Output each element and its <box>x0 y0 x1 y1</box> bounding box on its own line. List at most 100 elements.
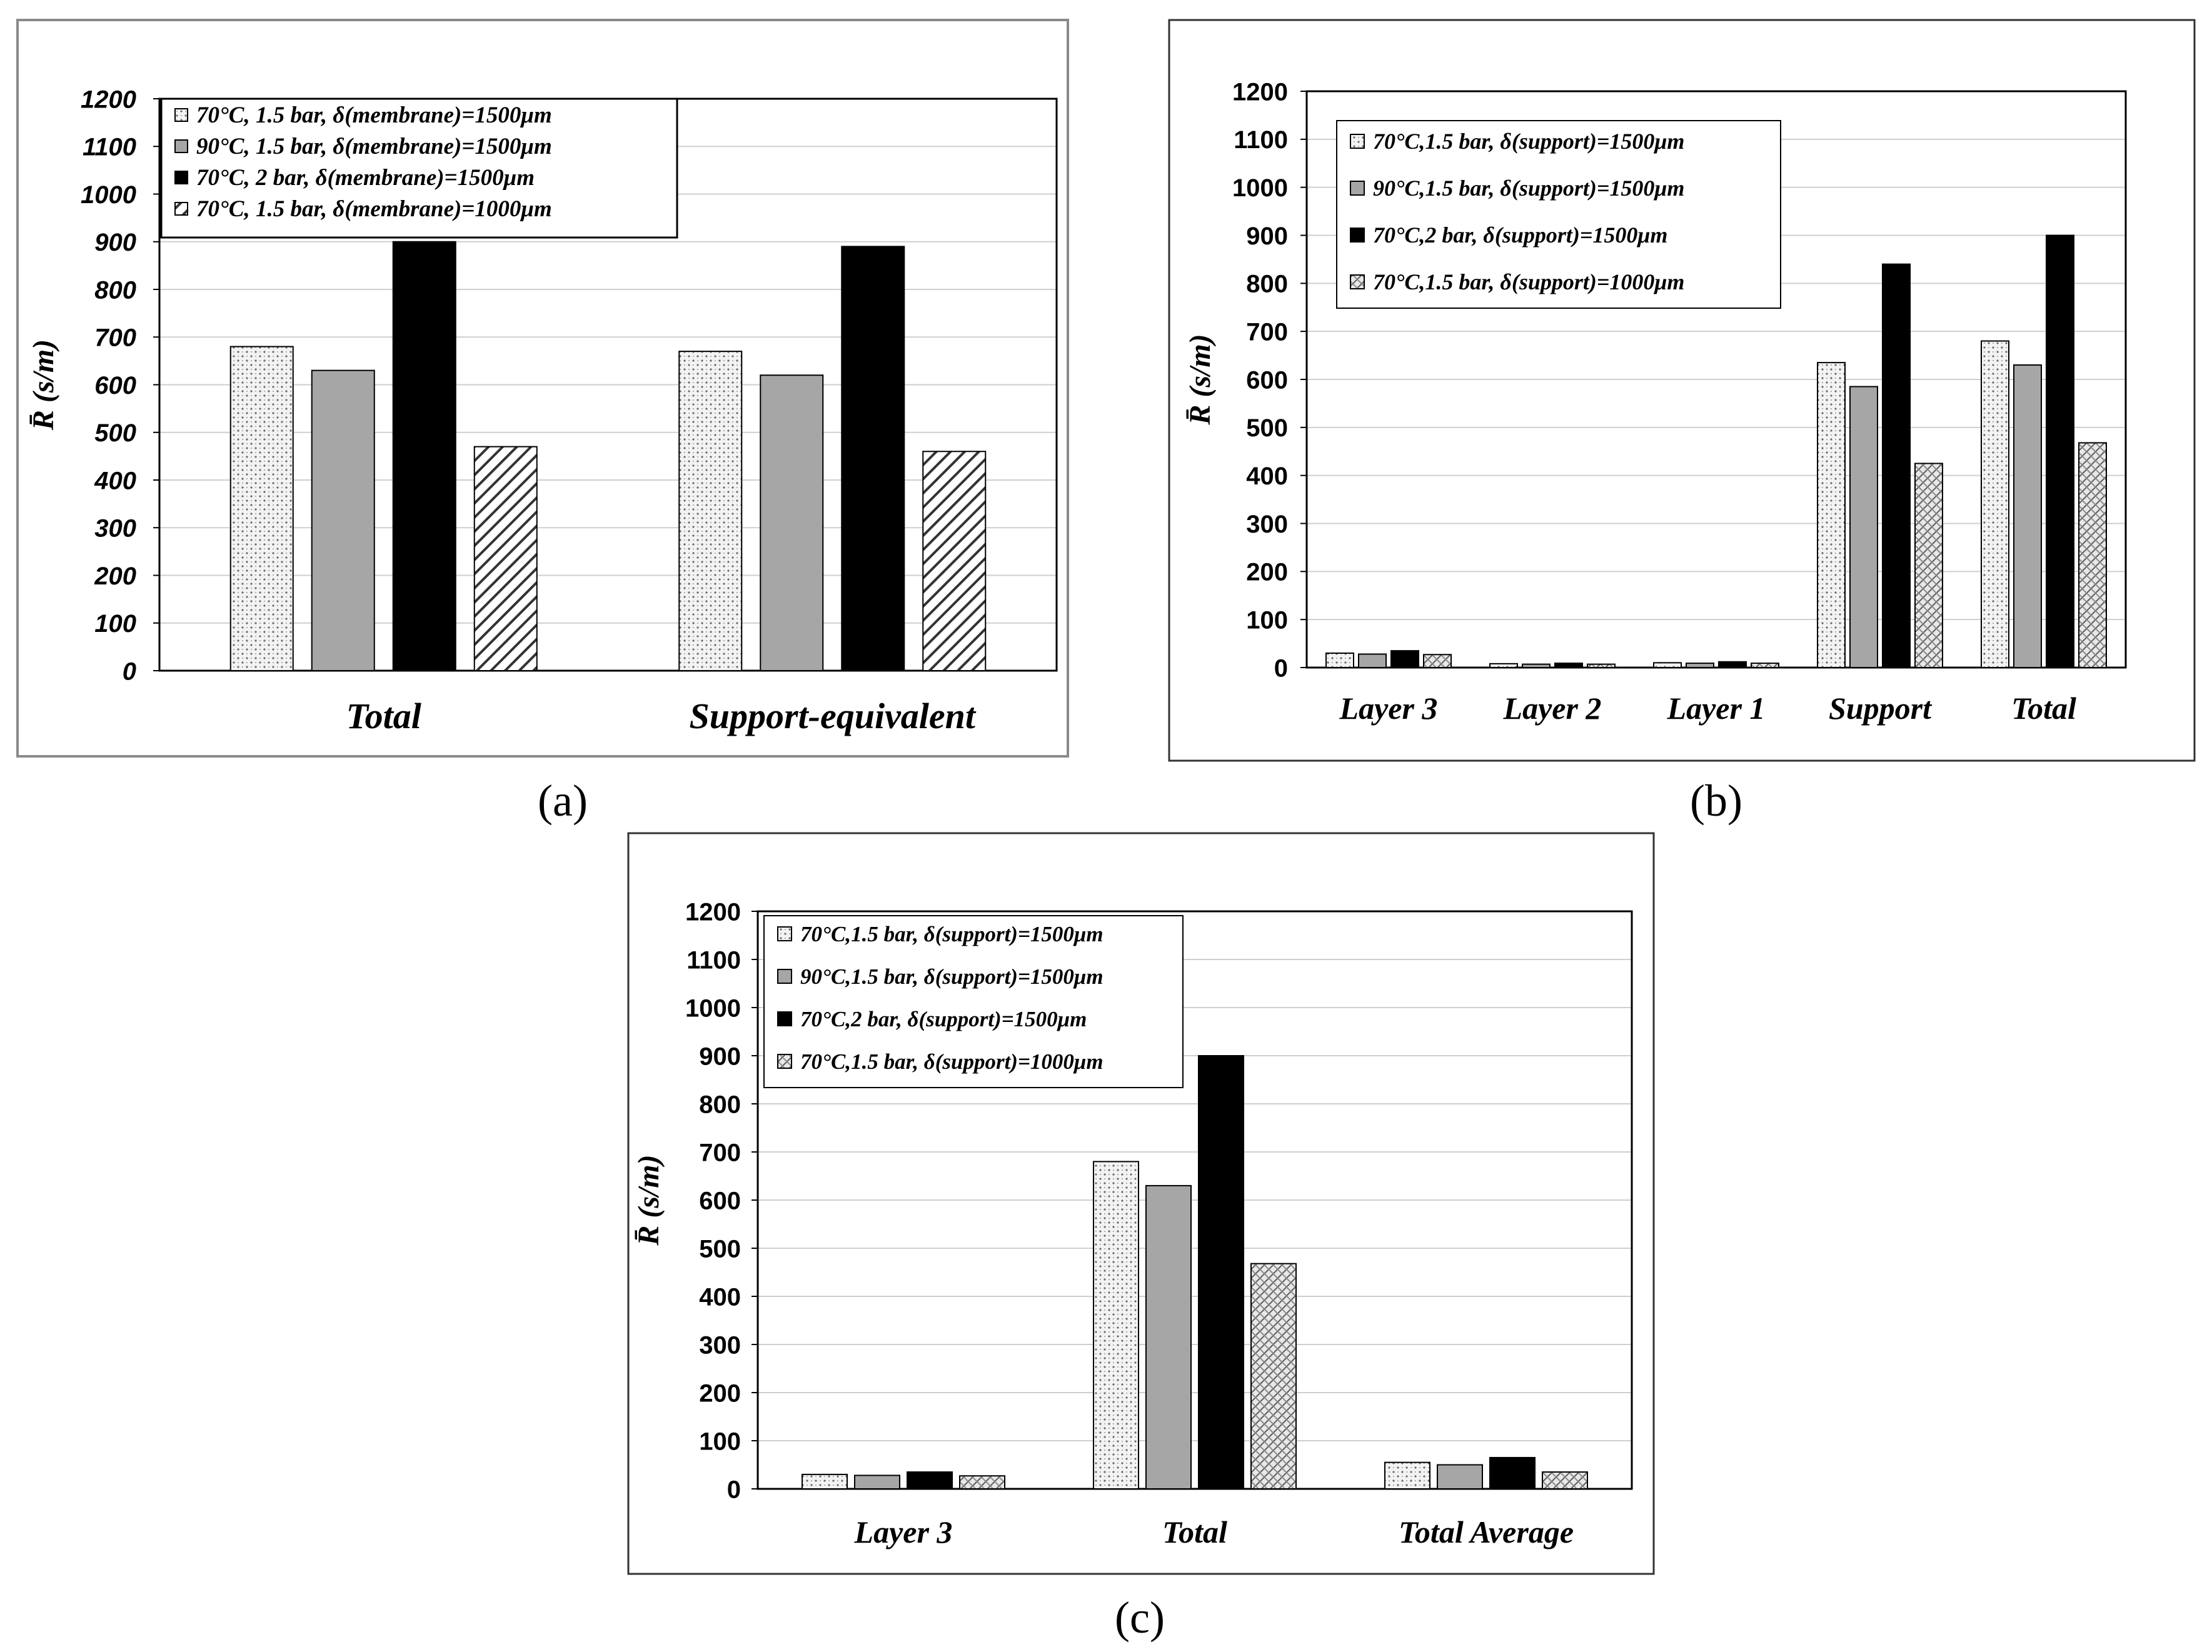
panel-a-plot: 0 100 200 300 400 500 600 700 800 900 1000 1100 1200… <box>27 86 1058 736</box>
bar <box>1489 663 1518 669</box>
y-tick-label: 900 <box>94 229 136 256</box>
legend-swatch <box>174 202 188 216</box>
category-label: Total <box>346 696 422 736</box>
bar <box>907 1471 953 1490</box>
y-tick-label: 1200 <box>685 898 741 926</box>
y-tick-label: 1000 <box>685 994 741 1022</box>
panel-b-plot: 0 100 200 300 400 500 600 700 800 900 1000 1100 1200… <box>1184 78 2127 726</box>
bar <box>392 241 456 671</box>
bar <box>854 1474 900 1489</box>
y-tick-label: 600 <box>94 372 136 399</box>
bar <box>1686 663 1714 668</box>
y-tick-label: 200 <box>1246 559 1288 586</box>
y-tick-label: 800 <box>699 1091 741 1118</box>
y-tick-label: 300 <box>699 1331 741 1359</box>
y-tick-label: 500 <box>699 1235 741 1263</box>
legend-entry: 70°C, 1.5 bar, δ(membrane)=1500μm <box>196 103 552 128</box>
legend-swatch <box>777 926 792 941</box>
plot-frame <box>757 910 1633 1490</box>
y-tick-label: 700 <box>1246 319 1288 346</box>
bar <box>678 351 743 671</box>
bar <box>1437 1464 1483 1489</box>
y-tick-label: 0 <box>123 658 136 685</box>
y-tick-label: 1100 <box>1234 126 1288 154</box>
y-tick-label: 400 <box>1246 463 1288 490</box>
y-tick-label: 1100 <box>83 134 136 161</box>
panel-a-label: (a) <box>538 776 588 826</box>
category-label: Total <box>1162 1514 1227 1549</box>
category-label: Layer 2 <box>1503 691 1602 726</box>
bar <box>1542 1471 1588 1490</box>
y-tick-label: 900 <box>699 1043 741 1070</box>
panel-c: 0 100 200 300 400 500 600 700 800 900 1000 1100 1200… <box>627 832 1655 1575</box>
y-axis-label: R̄ (s/m) <box>632 1154 665 1246</box>
bar <box>1145 1184 1192 1490</box>
bar <box>1384 1461 1430 1489</box>
y-tick-label: 600 <box>699 1187 741 1214</box>
panel-c-label: (c) <box>1115 1593 1165 1643</box>
bar <box>2078 442 2107 668</box>
bar <box>922 451 987 671</box>
bar <box>2013 364 2042 668</box>
legend-entry: 70°C,1.5 bar, δ(support)=1000μm <box>1373 269 1684 294</box>
y-tick-label: 800 <box>1246 271 1288 298</box>
legend-entry: 70°C,1.5 bar, δ(support)=1500μm <box>800 922 1103 946</box>
category-label: Total Average <box>1399 1514 1574 1549</box>
bar <box>1849 386 1878 669</box>
category-label: Support-equivalent <box>689 696 976 736</box>
legend-swatch <box>174 108 188 122</box>
legend-entry: 70°C,1.5 bar, δ(support)=1500μm <box>1373 129 1684 154</box>
bar <box>1250 1263 1297 1489</box>
category-label: Support <box>1829 691 1933 726</box>
bar <box>1522 663 1551 669</box>
y-axis-label: R̄ (s/m) <box>27 339 60 431</box>
y-tick-label: 400 <box>94 467 136 494</box>
bar <box>311 369 375 671</box>
bar <box>1718 661 1747 669</box>
y-tick-label: 700 <box>94 324 136 352</box>
bar <box>1390 650 1419 668</box>
bar <box>802 1473 848 1489</box>
y-tick-label: 200 <box>94 563 136 590</box>
panel-a: 0 100 200 300 400 500 600 700 800 900 1000 1100 1200… <box>16 19 1069 758</box>
legend-entry: 70°C,1.5 bar, δ(support)=1000μm <box>800 1049 1103 1074</box>
bar <box>1817 362 1846 668</box>
y-tick-label: 100 <box>699 1428 741 1455</box>
bar <box>1489 1456 1536 1489</box>
bar <box>1751 663 1779 668</box>
legend-swatch <box>1350 228 1365 243</box>
bar <box>1093 1161 1139 1489</box>
y-tick-label: 1200 <box>1232 78 1288 106</box>
legend-swatch <box>777 1054 792 1069</box>
y-tick-label: 500 <box>94 419 136 447</box>
panel-b: 0 100 200 300 400 500 600 700 800 900 1000 1100 1200… <box>1168 19 2196 762</box>
bar <box>473 446 538 671</box>
y-tick-label: 800 <box>94 276 136 304</box>
bar <box>1914 463 1943 668</box>
y-tick-label: 200 <box>699 1379 741 1407</box>
legend-entry: 90°C,1.5 bar, δ(support)=1500μm <box>800 964 1103 989</box>
bar <box>959 1475 1005 1489</box>
bar <box>1198 1055 1244 1489</box>
legend-box <box>1336 120 1781 309</box>
y-axis-label: R̄ (s/m) <box>1184 334 1217 425</box>
bar <box>2046 234 2074 668</box>
y-tick-label: 900 <box>1246 223 1288 250</box>
legend-swatch <box>777 1011 792 1026</box>
bar <box>1423 654 1452 669</box>
legend-entry: 70°C,2 bar, δ(support)=1500μm <box>1373 223 1667 248</box>
bar <box>1981 340 2009 668</box>
legend-entry: 70°C, 2 bar, δ(membrane)=1500μm <box>196 165 535 191</box>
legend-swatch <box>1350 134 1365 149</box>
y-tick-label: 100 <box>1246 607 1288 634</box>
bar <box>1358 653 1387 669</box>
y-tick-label: 0 <box>727 1476 741 1503</box>
panel-b-label: (b) <box>1690 776 1742 826</box>
legend-swatch <box>174 171 188 184</box>
bar <box>1653 662 1682 668</box>
bar <box>1587 663 1616 669</box>
plot-frame <box>1305 90 2127 669</box>
category-label: Total <box>2011 691 2076 726</box>
legend-entry: 70°C, 1.5 bar, δ(membrane)=1000μm <box>196 196 552 222</box>
